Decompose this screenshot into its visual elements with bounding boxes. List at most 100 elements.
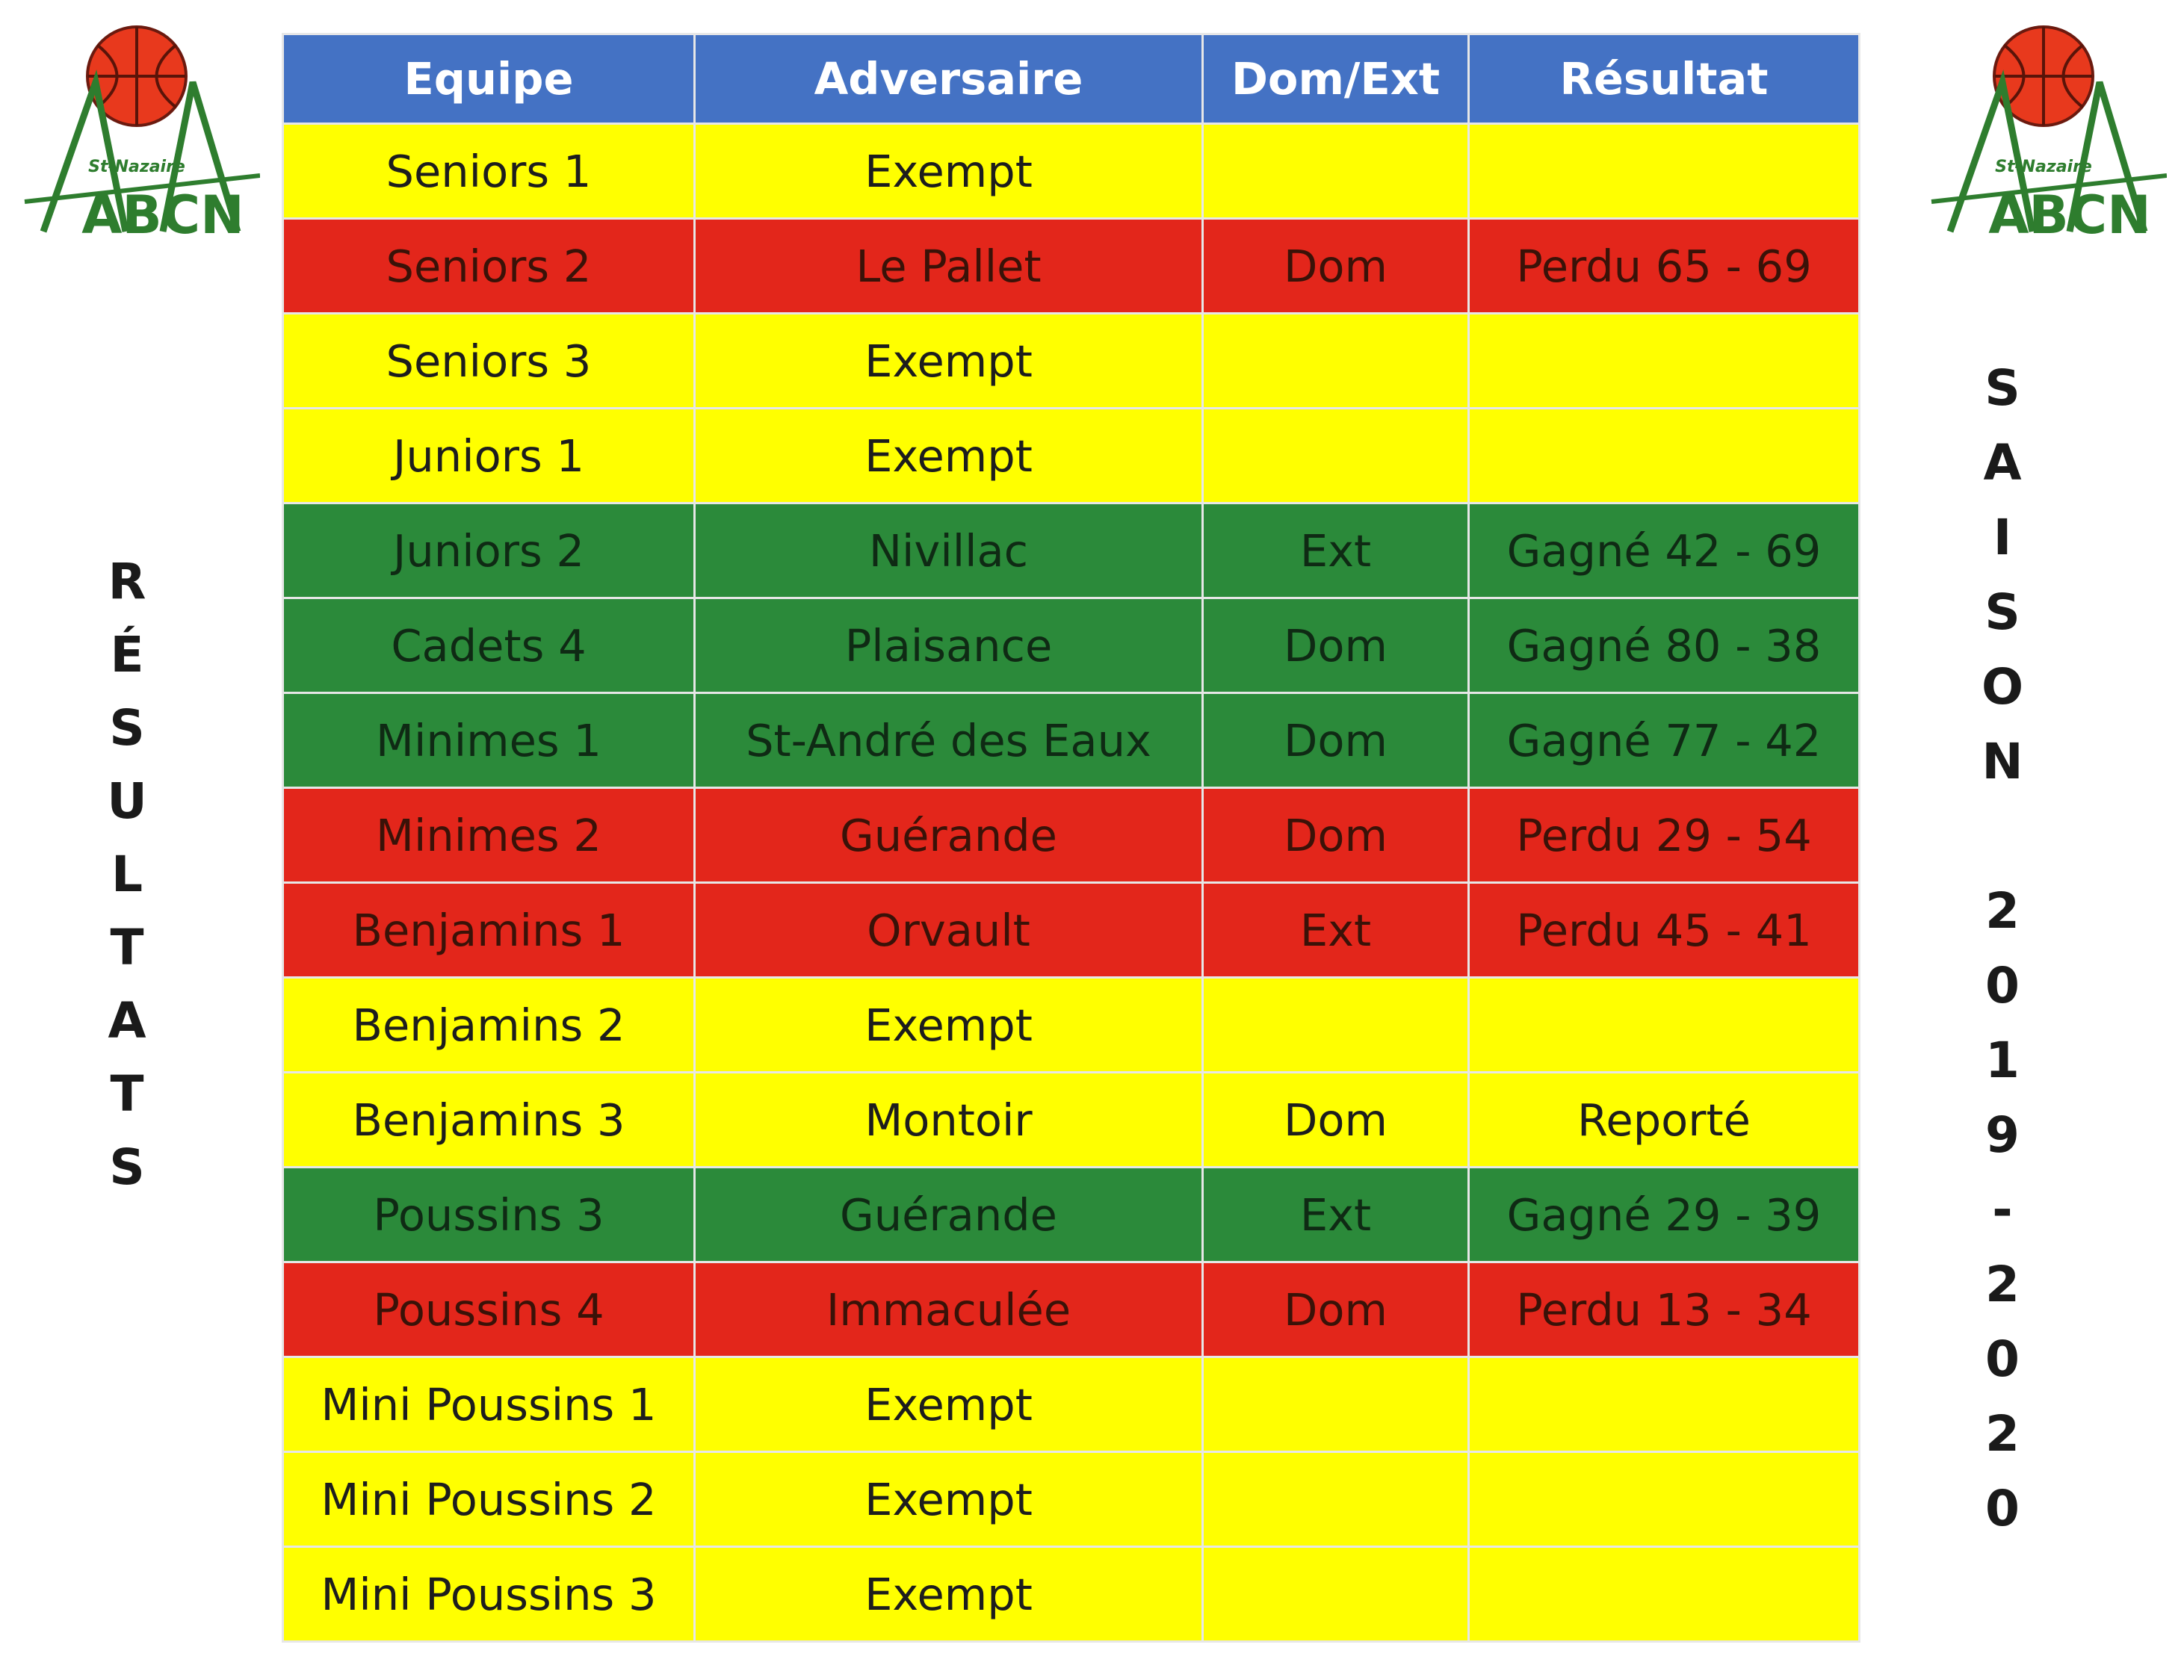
- header-equipe: Equipe: [282, 33, 696, 125]
- table-row: Seniors 3 Exempt: [282, 312, 1860, 409]
- cell-adversaire: St-André des Eaux: [693, 692, 1204, 789]
- cell-adversaire: Orvault: [693, 881, 1204, 979]
- cell-dom-ext: [1201, 407, 1470, 504]
- table-header-row: Equipe Adversaire Dom/Ext Résultat: [282, 33, 1860, 125]
- table-row: Minimes 1 St-André des Eaux Dom Gagné 77 - …: [282, 692, 1860, 789]
- cell-adversaire: Exempt: [693, 312, 1204, 409]
- vertical-letter: U: [107, 772, 147, 830]
- cell-dom-ext: [1201, 312, 1470, 409]
- vertical-letter: 0: [1985, 1330, 2020, 1388]
- cell-resultat: [1467, 976, 1860, 1073]
- vertical-letter: T: [110, 1065, 144, 1123]
- cell-resultat: [1467, 1356, 1860, 1453]
- vertical-letter: S: [109, 1138, 145, 1196]
- vertical-letter: T: [110, 919, 144, 976]
- cell-adversaire: Guérande: [693, 787, 1204, 884]
- cell-dom-ext: Dom: [1201, 692, 1470, 789]
- vertical-letter: A: [108, 992, 146, 1050]
- cell-adversaire: Immaculée: [693, 1261, 1204, 1358]
- table-row: Benjamins 1 Orvault Ext Perdu 45 - 41: [282, 881, 1860, 979]
- results-table: Equipe Adversaire Dom/Ext Résultat Senio…: [282, 33, 1860, 1643]
- cell-equipe: Minimes 2: [282, 787, 696, 884]
- cell-equipe: Seniors 1: [282, 123, 696, 220]
- cell-resultat: [1467, 123, 1860, 220]
- vertical-letter: N: [1982, 733, 2023, 790]
- vertical-letter: 1: [1985, 1032, 2020, 1089]
- table-row: Benjamins 3 Montoir Dom Reporté: [282, 1071, 1860, 1168]
- cell-equipe: Benjamins 2: [282, 976, 696, 1073]
- vertical-letter: O: [1981, 658, 2024, 716]
- table-row: Poussins 4 Immaculée Dom Perdu 13 - 34: [282, 1261, 1860, 1358]
- cell-resultat: Gagné 77 - 42: [1467, 692, 1860, 789]
- vertical-letter: 0: [1985, 957, 2020, 1014]
- table-row: Juniors 1 Exempt: [282, 407, 1860, 504]
- cell-resultat: [1467, 407, 1860, 504]
- cell-resultat: Gagné 42 - 69: [1467, 502, 1860, 599]
- cell-dom-ext: Dom: [1201, 597, 1470, 694]
- table-row: Juniors 2 Nivillac Ext Gagné 42 - 69: [282, 502, 1860, 599]
- header-adversaire: Adversaire: [693, 33, 1204, 125]
- cell-adversaire: Nivillac: [693, 502, 1204, 599]
- vertical-letter: -: [1992, 1181, 2013, 1239]
- cell-adversaire: Exempt: [693, 407, 1204, 504]
- cell-equipe: Cadets 4: [282, 597, 696, 694]
- table-row: Poussins 3 Guérande Ext Gagné 29 - 39: [282, 1166, 1860, 1263]
- cell-adversaire: Exempt: [693, 976, 1204, 1073]
- table-row: Cadets 4 Plaisance Dom Gagné 80 - 38: [282, 597, 1860, 694]
- cell-resultat: [1467, 1451, 1860, 1548]
- cell-resultat: Gagné 29 - 39: [1467, 1166, 1860, 1263]
- cell-dom-ext: Dom: [1201, 787, 1470, 884]
- logo-club-name: St-Nazaire: [88, 158, 185, 176]
- cell-dom-ext: Ext: [1201, 881, 1470, 979]
- cell-dom-ext: Dom: [1201, 1261, 1470, 1358]
- cell-dom-ext: [1201, 123, 1470, 220]
- table-row: Seniors 1 Exempt: [282, 123, 1860, 220]
- cell-resultat: Perdu 65 - 69: [1467, 217, 1860, 314]
- cell-equipe: Mini Poussins 3: [282, 1546, 696, 1643]
- table-row: Mini Poussins 1 Exempt: [282, 1356, 1860, 1453]
- cell-adversaire: Exempt: [693, 123, 1204, 220]
- cell-equipe: Benjamins 3: [282, 1071, 696, 1168]
- cell-equipe: Minimes 1: [282, 692, 696, 789]
- club-logo-right: St-Nazaire ABCN: [1920, 15, 2168, 246]
- cell-equipe: Mini Poussins 2: [282, 1451, 696, 1548]
- club-logo-left: St-Nazaire ABCN: [13, 15, 261, 246]
- cell-adversaire: Le Pallet: [693, 217, 1204, 314]
- vertical-letter: 2: [1985, 1405, 2020, 1463]
- cell-dom-ext: [1201, 976, 1470, 1073]
- cell-adversaire: Exempt: [693, 1356, 1204, 1453]
- vertical-letter: R: [108, 553, 146, 610]
- header-resultat: Résultat: [1467, 33, 1860, 125]
- vertical-letter: 0: [1985, 1480, 2020, 1537]
- cell-resultat: Reporté: [1467, 1071, 1860, 1168]
- logo-letters: ABCN: [81, 185, 244, 239]
- cell-resultat: Perdu 29 - 54: [1467, 787, 1860, 884]
- cell-dom-ext: Ext: [1201, 1166, 1470, 1263]
- cell-equipe: Poussins 3: [282, 1166, 696, 1263]
- cell-equipe: Mini Poussins 1: [282, 1356, 696, 1453]
- cell-dom-ext: [1201, 1451, 1470, 1548]
- vertical-letter: 9: [1985, 1106, 2020, 1164]
- cell-resultat: [1467, 1546, 1860, 1643]
- cell-adversaire: Guérande: [693, 1166, 1204, 1263]
- cell-dom-ext: [1201, 1546, 1470, 1643]
- header-dom-ext: Dom/Ext: [1201, 33, 1470, 125]
- cell-equipe: Seniors 3: [282, 312, 696, 409]
- cell-resultat: Perdu 13 - 34: [1467, 1261, 1860, 1358]
- cell-dom-ext: [1201, 1356, 1470, 1453]
- logo-letters: ABCN: [1988, 185, 2151, 239]
- vertical-letter: S: [109, 699, 145, 757]
- cell-equipe: Poussins 4: [282, 1261, 696, 1358]
- vertical-letter: 2: [1985, 1256, 2020, 1313]
- table-row: Minimes 2 Guérande Dom Perdu 29 - 54: [282, 787, 1860, 884]
- vertical-letter: S: [1985, 583, 2020, 641]
- cell-equipe: Juniors 2: [282, 502, 696, 599]
- cell-adversaire: Plaisance: [693, 597, 1204, 694]
- cell-resultat: Perdu 45 - 41: [1467, 881, 1860, 979]
- cell-resultat: [1467, 312, 1860, 409]
- vertical-letter: 2: [1985, 882, 2020, 940]
- table-row: Mini Poussins 3 Exempt: [282, 1546, 1860, 1643]
- cell-dom-ext: Ext: [1201, 502, 1470, 599]
